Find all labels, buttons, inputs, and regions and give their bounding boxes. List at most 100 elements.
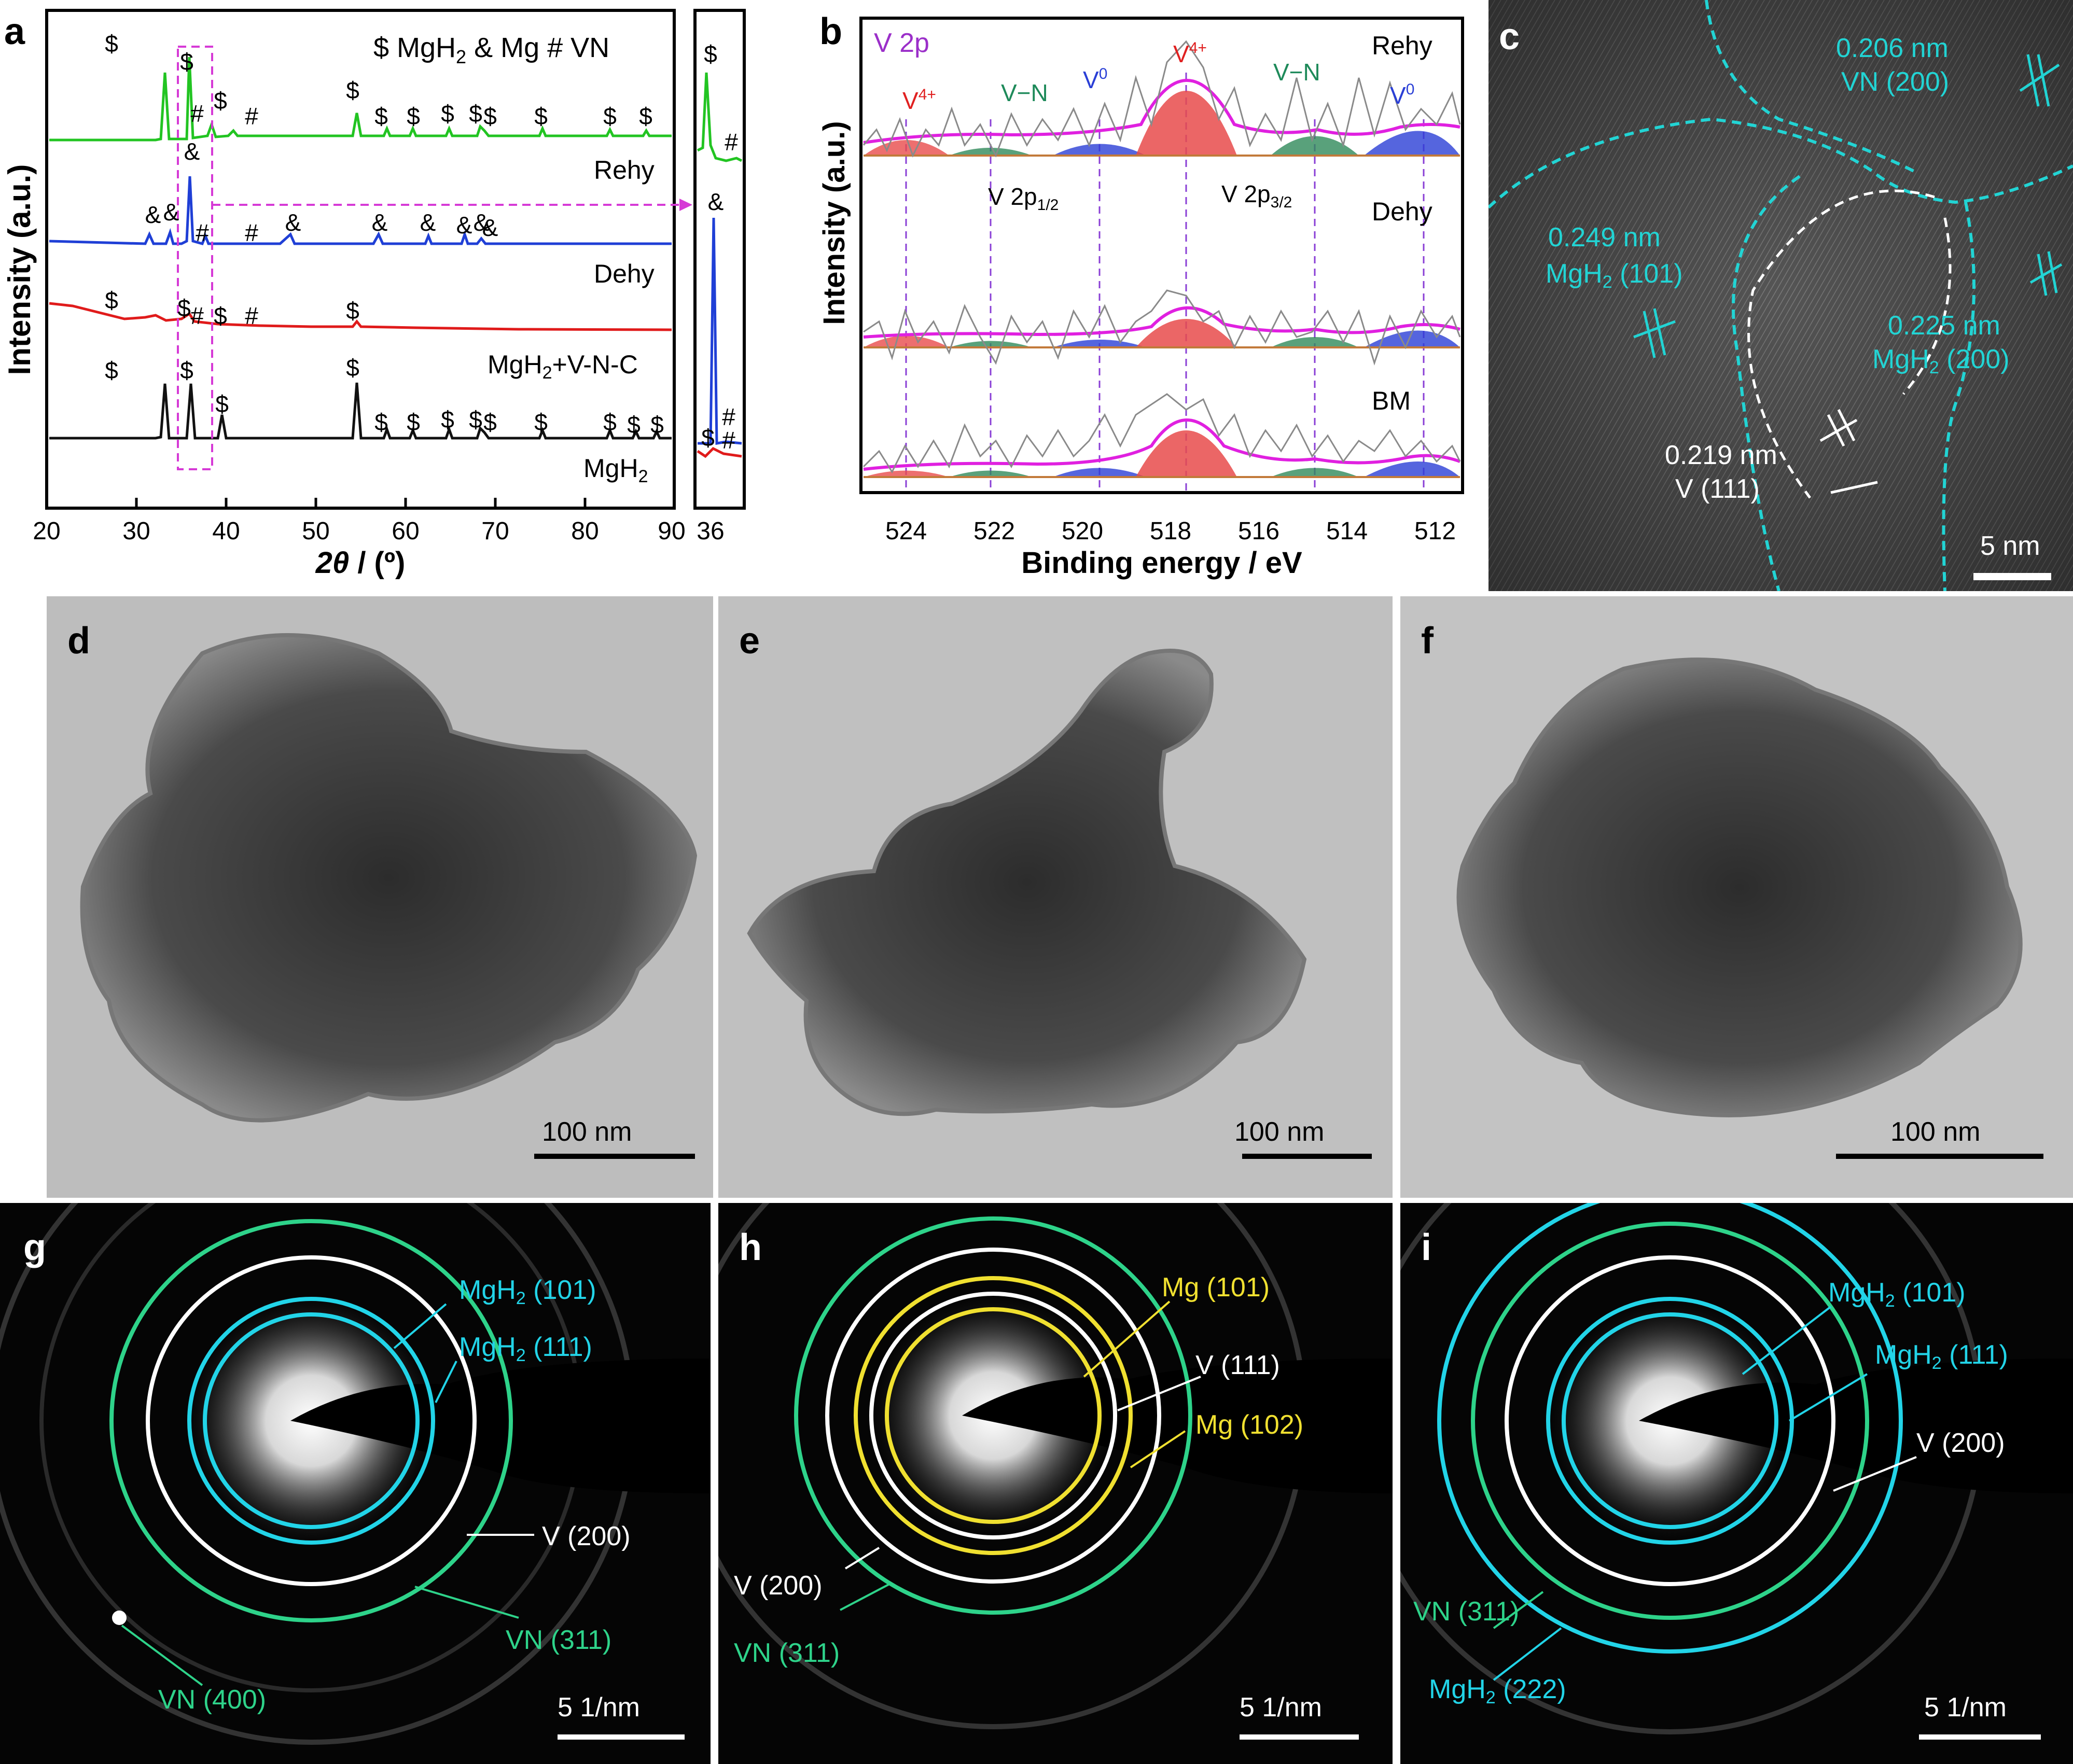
panel-e-label: e xyxy=(739,620,760,662)
panel-a-legend: $ MgH2 & Mg # VN xyxy=(373,32,609,67)
svg-text:#: # xyxy=(245,103,258,130)
svg-text:$: $ xyxy=(534,103,548,130)
g-beam-stop xyxy=(290,1359,711,1493)
tick-70: 70 xyxy=(481,517,509,545)
c-ann-mgh2-101-d: 0.249 nm xyxy=(1548,222,1661,253)
i-label-vn311: VN (311) xyxy=(1413,1597,1519,1627)
e-scale-text: 100 nm xyxy=(1234,1117,1324,1147)
grain-boundary-top xyxy=(1488,117,2073,209)
svg-text:$: $ xyxy=(701,424,715,451)
label-mgh2: MgH2 xyxy=(583,454,648,486)
grain-boundary-vn xyxy=(1705,0,1915,173)
panel-a-xrd: a Intensity (a.u.) $ MgH2 & Mg # VN 20 3… xyxy=(2,9,746,580)
svg-text:$: $ xyxy=(346,354,359,381)
i-label-v200: V (200) xyxy=(1916,1428,2005,1458)
g-scale-text: 5 1/nm xyxy=(558,1692,640,1723)
g-label-vn311: VN (311) xyxy=(506,1625,611,1655)
tick-90: 90 xyxy=(658,517,685,545)
c-scale-text: 5 nm xyxy=(1980,531,2040,561)
xps-v4-right: V4+ xyxy=(1173,39,1207,67)
h-ring-mg102 xyxy=(854,1276,1133,1555)
svg-text:#: # xyxy=(196,219,209,246)
xps-label-bm: BM xyxy=(1372,386,1411,415)
panel-d-tem: d 100 nm xyxy=(47,596,713,1198)
h-beam-stop xyxy=(962,1359,1393,1493)
svg-text:$: $ xyxy=(441,100,454,127)
c-scale-bar xyxy=(1973,573,2051,580)
c-ann-mgh2-101-hkl: MgH2 (101) xyxy=(1546,259,1683,292)
particle-d xyxy=(80,633,698,1123)
svg-text:&: & xyxy=(163,199,179,226)
xps-orbital-right: V 2p3/2 xyxy=(1221,180,1292,211)
svg-text:$: $ xyxy=(469,406,482,433)
c-ann-v-hkl: V (111) xyxy=(1675,474,1760,504)
inset-trace-dehy xyxy=(698,217,742,445)
panel-g-label: g xyxy=(23,1227,46,1268)
xps-vn-left: V−N xyxy=(1001,79,1048,106)
svg-text:#: # xyxy=(245,219,258,246)
panel-d-label: d xyxy=(67,620,90,662)
svg-text:$: $ xyxy=(180,48,193,75)
svg-text:&: & xyxy=(420,209,436,236)
svg-text:$: $ xyxy=(105,287,118,314)
svg-text:#: # xyxy=(190,100,204,127)
g-label-vn400: VN (400) xyxy=(158,1685,266,1715)
panel-b-xticks: 524 522 520 518 516 514 512 xyxy=(885,517,1456,545)
particle-f xyxy=(1456,657,2023,1117)
h-label-vn311: VN (311) xyxy=(734,1638,840,1668)
svg-text:&: & xyxy=(708,188,724,215)
tick-60: 60 xyxy=(392,517,419,545)
xps-dehy xyxy=(863,289,1461,366)
label-mgh2-vnc: MgH2+V-N-C xyxy=(488,350,638,383)
panel-a-label: a xyxy=(4,11,25,52)
svg-text:524: 524 xyxy=(885,517,927,545)
svg-text:$: $ xyxy=(483,103,497,130)
trace-mgh2 xyxy=(49,382,672,440)
xps-label-dehy: Dehy xyxy=(1372,197,1432,226)
g-ring-vn311 xyxy=(109,1219,513,1622)
h-ring-v111 xyxy=(869,1292,1117,1539)
g-label-v200: V (200) xyxy=(542,1521,631,1551)
h-label-mg102: Mg (102) xyxy=(1195,1410,1303,1440)
panel-b-title: V 2p xyxy=(874,28,929,58)
i-ring-mgh2-222 xyxy=(1437,1203,1903,1654)
grain-boundary-v xyxy=(1747,189,1935,499)
panel-b-xlabel: Binding energy / eV xyxy=(1021,546,1302,580)
panel-e-tem: e 100 nm xyxy=(718,596,1393,1198)
svg-text:$: $ xyxy=(483,409,497,436)
svg-text:$: $ xyxy=(441,406,454,433)
label-dehy: Dehy xyxy=(594,259,655,288)
tick-20: 20 xyxy=(33,517,60,545)
i-scale-bar xyxy=(1919,1734,2041,1740)
h-label-v111: V (111) xyxy=(1195,1350,1280,1380)
trace-dehy xyxy=(49,176,672,246)
xps-v0-right: V0 xyxy=(1390,81,1414,109)
panel-f-tem: f 100 nm xyxy=(1400,596,2073,1198)
svg-text:$: $ xyxy=(215,390,229,417)
svg-text:$: $ xyxy=(374,103,388,130)
svg-text:&: & xyxy=(285,209,301,236)
highlight-box xyxy=(177,46,213,470)
svg-text:$: $ xyxy=(407,409,420,436)
h-ring-v200 xyxy=(825,1248,1161,1584)
trace-rehy xyxy=(49,57,672,142)
peak-markers: $$# $# $$ $ $ $ $ $ $ $ && &# # & & & & && $ $ # $ # $ $ $$$$… xyxy=(105,30,738,454)
c-ann-vn-hkl: VN (200) xyxy=(1841,67,1949,97)
d-scale-text: 100 nm xyxy=(542,1117,632,1147)
svg-text:$: $ xyxy=(180,357,193,384)
inset-tick-36: 36 xyxy=(697,517,724,545)
c-ann-mgh2-200-hkl: MgH2 (200) xyxy=(1872,344,2010,377)
panel-c-label: c xyxy=(1499,16,1520,58)
e-scale-bar xyxy=(1242,1154,1372,1159)
svg-text:518: 518 xyxy=(1150,517,1191,545)
svg-text:512: 512 xyxy=(1414,517,1456,545)
xps-v4-left: V4+ xyxy=(902,86,936,114)
xps-rehy xyxy=(862,40,1461,158)
svg-text:&: & xyxy=(456,212,472,239)
grain-boundary-right xyxy=(1942,202,1975,591)
c-ann-v-d: 0.219 nm xyxy=(1665,440,1777,470)
svg-text:&: & xyxy=(482,214,498,241)
svg-text:$: $ xyxy=(177,295,191,321)
svg-text:$: $ xyxy=(650,411,664,438)
h-label-v200: V (200) xyxy=(734,1571,823,1601)
